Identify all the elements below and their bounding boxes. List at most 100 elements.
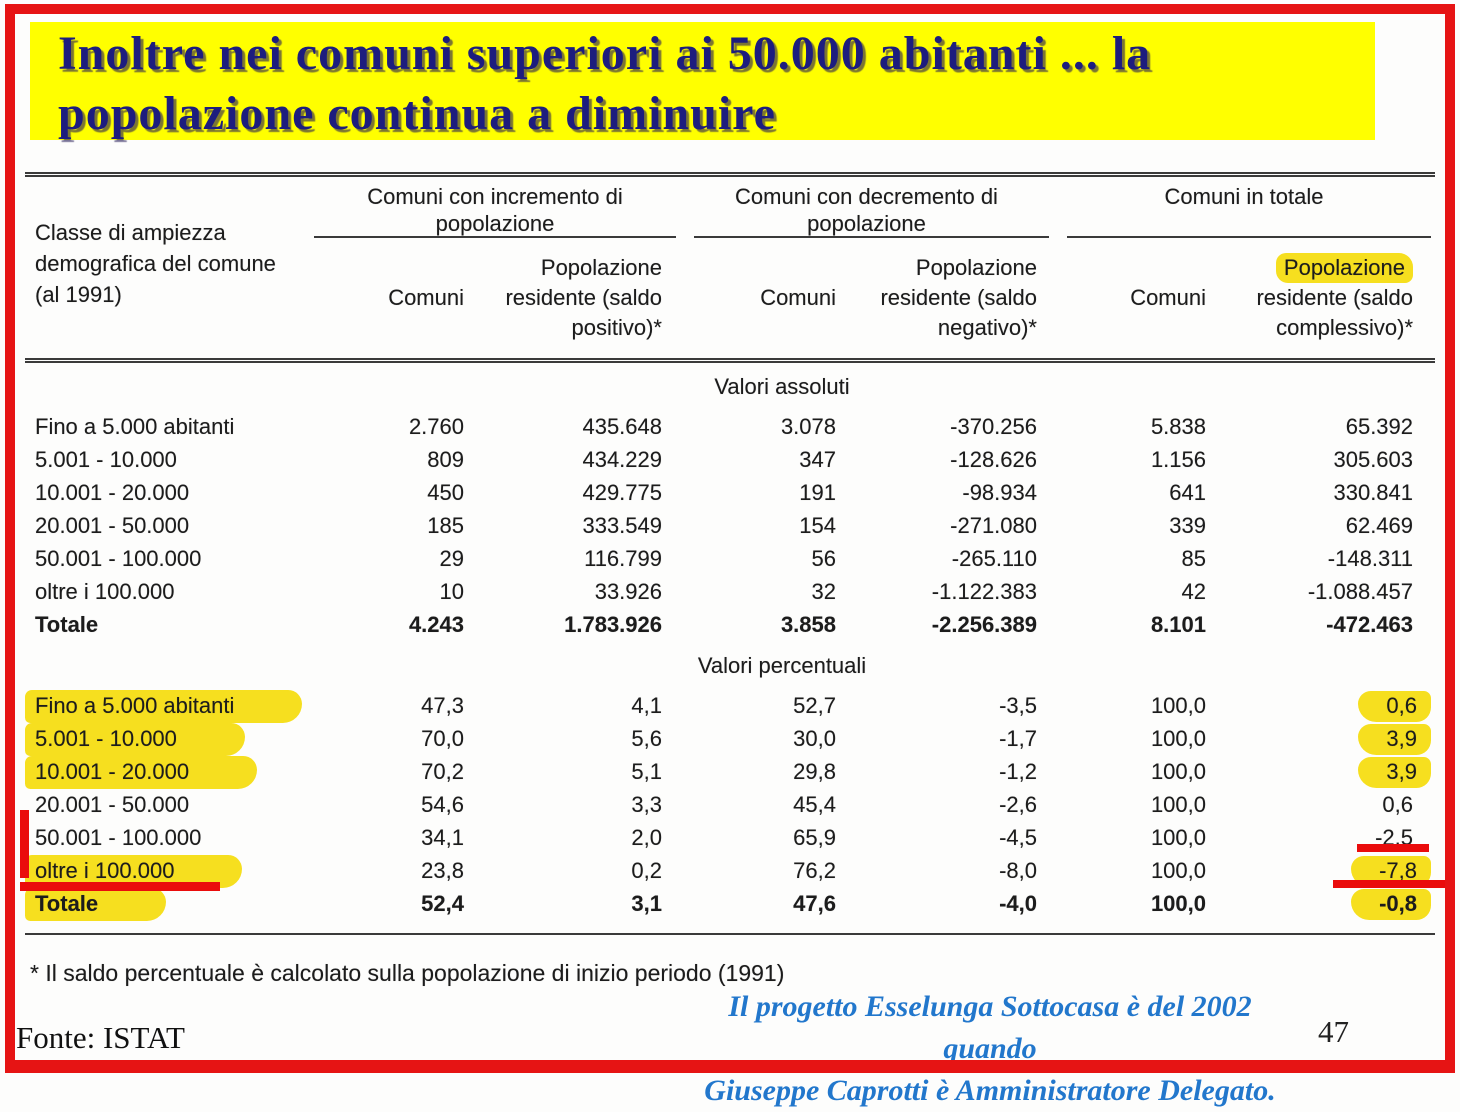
- value: 47,3: [421, 693, 464, 718]
- value: 56: [811, 546, 836, 571]
- sub-header-pop-complessivo: Popolazione residente (saldo complessivo…: [1210, 238, 1436, 363]
- value: 23,8: [421, 858, 464, 883]
- value-cell: 10: [310, 576, 480, 609]
- value-cell: 100,0: [1053, 690, 1210, 723]
- value: -271.080: [950, 513, 1037, 538]
- table-row: Fino a 5.000 abitanti 47,3 4,1 52,7 -3,5 100,…: [25, 690, 1435, 723]
- table-row: 20.001 - 50.000 54,6 3,3 45,4 -2,6 100,0 0,6: [25, 789, 1435, 822]
- value-cell: 1.156: [1053, 444, 1210, 477]
- value-cell: 3,3: [480, 789, 680, 822]
- highlighted-word: Popolazione: [1275, 252, 1414, 283]
- sub-header-row: Comuni Popolazione residente (saldo posi…: [25, 238, 1436, 363]
- value: 100,0: [1150, 825, 1206, 850]
- value-cell: 2.760: [310, 411, 480, 444]
- table-row: Totale 4.243 1.783.926 3.858 -2.256.389 8.101…: [25, 609, 1435, 642]
- table-row: 5.001 - 10.000 809 434.229 347 -128.626 1.156…: [25, 444, 1435, 477]
- value-cell: 34,1: [310, 822, 480, 855]
- value: -2,6: [999, 792, 1037, 817]
- value-cell: -2.256.389: [848, 609, 1053, 642]
- row-label-cell: 50.001 - 100.000: [25, 822, 310, 855]
- value-cell: 185: [310, 510, 480, 543]
- value: -1.088.457: [1307, 579, 1414, 604]
- source-label: Fonte: ISTAT: [16, 1020, 185, 1055]
- value-cell: 3.858: [680, 609, 848, 642]
- row-header-cell: Classe di ampiezza demografica del comun…: [25, 174, 310, 363]
- value-cell: -472.463: [1210, 609, 1435, 642]
- value: -3,5: [999, 693, 1037, 718]
- group-header-row: Classe di ampiezza demografica del comun…: [25, 174, 1435, 363]
- row-label: 20.001 - 50.000: [35, 792, 190, 817]
- table-row: 50.001 - 100.000 29 116.799 56 -265.110 85 -14…: [25, 543, 1435, 576]
- value: 3.858: [780, 612, 836, 637]
- value: 450: [427, 480, 464, 505]
- red-pen-vertical-line: [20, 810, 29, 878]
- value: 3,9: [1358, 724, 1432, 755]
- value-cell: 70,0: [310, 723, 480, 756]
- value-cell: -98.934: [848, 477, 1053, 510]
- value-cell: 3,9: [1210, 756, 1435, 789]
- value-cell: 3.078: [680, 411, 848, 444]
- row-label-cell: oltre i 100.000: [25, 576, 310, 609]
- value: 333.549: [582, 513, 662, 538]
- value-cell: 42: [1053, 576, 1210, 609]
- value: 5,1: [631, 759, 662, 784]
- value-cell: 641: [1053, 477, 1210, 510]
- value: -265.110: [951, 546, 1037, 571]
- row-label: oltre i 100.000: [19, 855, 243, 891]
- value-cell: -1,2: [848, 756, 1053, 789]
- row-label-cell: 5.001 - 10.000: [25, 444, 310, 477]
- value-cell: 0,2: [480, 855, 680, 888]
- value: 0,6: [1382, 792, 1414, 817]
- value-cell: 62.469: [1210, 510, 1435, 543]
- value-cell: 8.101: [1053, 609, 1210, 642]
- value: 10: [439, 579, 464, 604]
- page-title-line-1: Inoltre nei comuni superiori ai 50.000 a…: [58, 27, 1152, 80]
- row-label: 50.001 - 100.000: [35, 546, 202, 571]
- sub-header-comuni-total: Comuni: [1053, 238, 1210, 363]
- value: -2.256.389: [931, 612, 1037, 637]
- row-label: 10.001 - 20.000: [25, 756, 258, 789]
- row-label: Fino a 5.000 abitanti: [35, 414, 235, 439]
- value: 2,0: [631, 825, 662, 850]
- value: 65.392: [1345, 414, 1414, 439]
- value-cell: -1.088.457: [1210, 576, 1435, 609]
- value-cell: 0,6: [1210, 690, 1435, 723]
- value-cell: 100,0: [1053, 822, 1210, 855]
- value: 339: [1169, 513, 1206, 538]
- value-cell: 3,9: [1210, 723, 1435, 756]
- value-cell: 116.799: [480, 543, 680, 576]
- value: 4.243: [408, 612, 464, 637]
- group-header-decrement-label: Comuni con decremento di popolazione: [735, 184, 998, 236]
- row-label-cell: Totale: [25, 609, 310, 642]
- value-cell: 330.841: [1210, 477, 1435, 510]
- value-cell: -0,8: [1210, 888, 1435, 921]
- value-cell: 305.603: [1210, 444, 1435, 477]
- value: 54,6: [421, 792, 464, 817]
- table-row: Fino a 5.000 abitanti 2.760 435.648 3.078 -3…: [25, 411, 1435, 444]
- value-cell: -7,8: [1210, 855, 1447, 888]
- slide: { "title": { "line1": "Inoltre nei comun…: [5, 4, 1455, 1107]
- sub-header-pop-positivo: Popolazione residente (saldo positivo)*: [480, 238, 680, 363]
- value-cell: 450: [310, 477, 480, 510]
- sub-header-pop-negativo: Popolazione residente (saldo negativo)*: [848, 238, 1053, 363]
- row-label-cell: Totale: [25, 888, 310, 921]
- value-cell: 429.775: [480, 477, 680, 510]
- value: -1.122.383: [931, 579, 1037, 604]
- value-cell: 3,1: [480, 888, 680, 921]
- value: 434.229: [582, 447, 662, 472]
- value: 429.775: [582, 480, 662, 505]
- group-header-decrement: Comuni con decremento di popolazione: [680, 175, 1053, 239]
- row-label: 5.001 - 10.000: [25, 723, 245, 756]
- row-label-cell: 10.001 - 20.000: [25, 756, 310, 789]
- value: 185: [427, 513, 464, 538]
- row-label: 20.001 - 50.000: [35, 513, 190, 538]
- value: 62.469: [1345, 513, 1414, 538]
- row-label-cell: 50.001 - 100.000: [25, 543, 310, 576]
- value-cell: -370.256: [848, 411, 1053, 444]
- value: -4,0: [999, 891, 1037, 916]
- row-label: Totale: [35, 612, 99, 637]
- row-label-cell: Fino a 5.000 abitanti: [25, 411, 310, 444]
- value: -472.463: [1326, 612, 1414, 637]
- value-cell: 100,0: [1053, 723, 1210, 756]
- row-label: Fino a 5.000 abitanti: [25, 690, 303, 723]
